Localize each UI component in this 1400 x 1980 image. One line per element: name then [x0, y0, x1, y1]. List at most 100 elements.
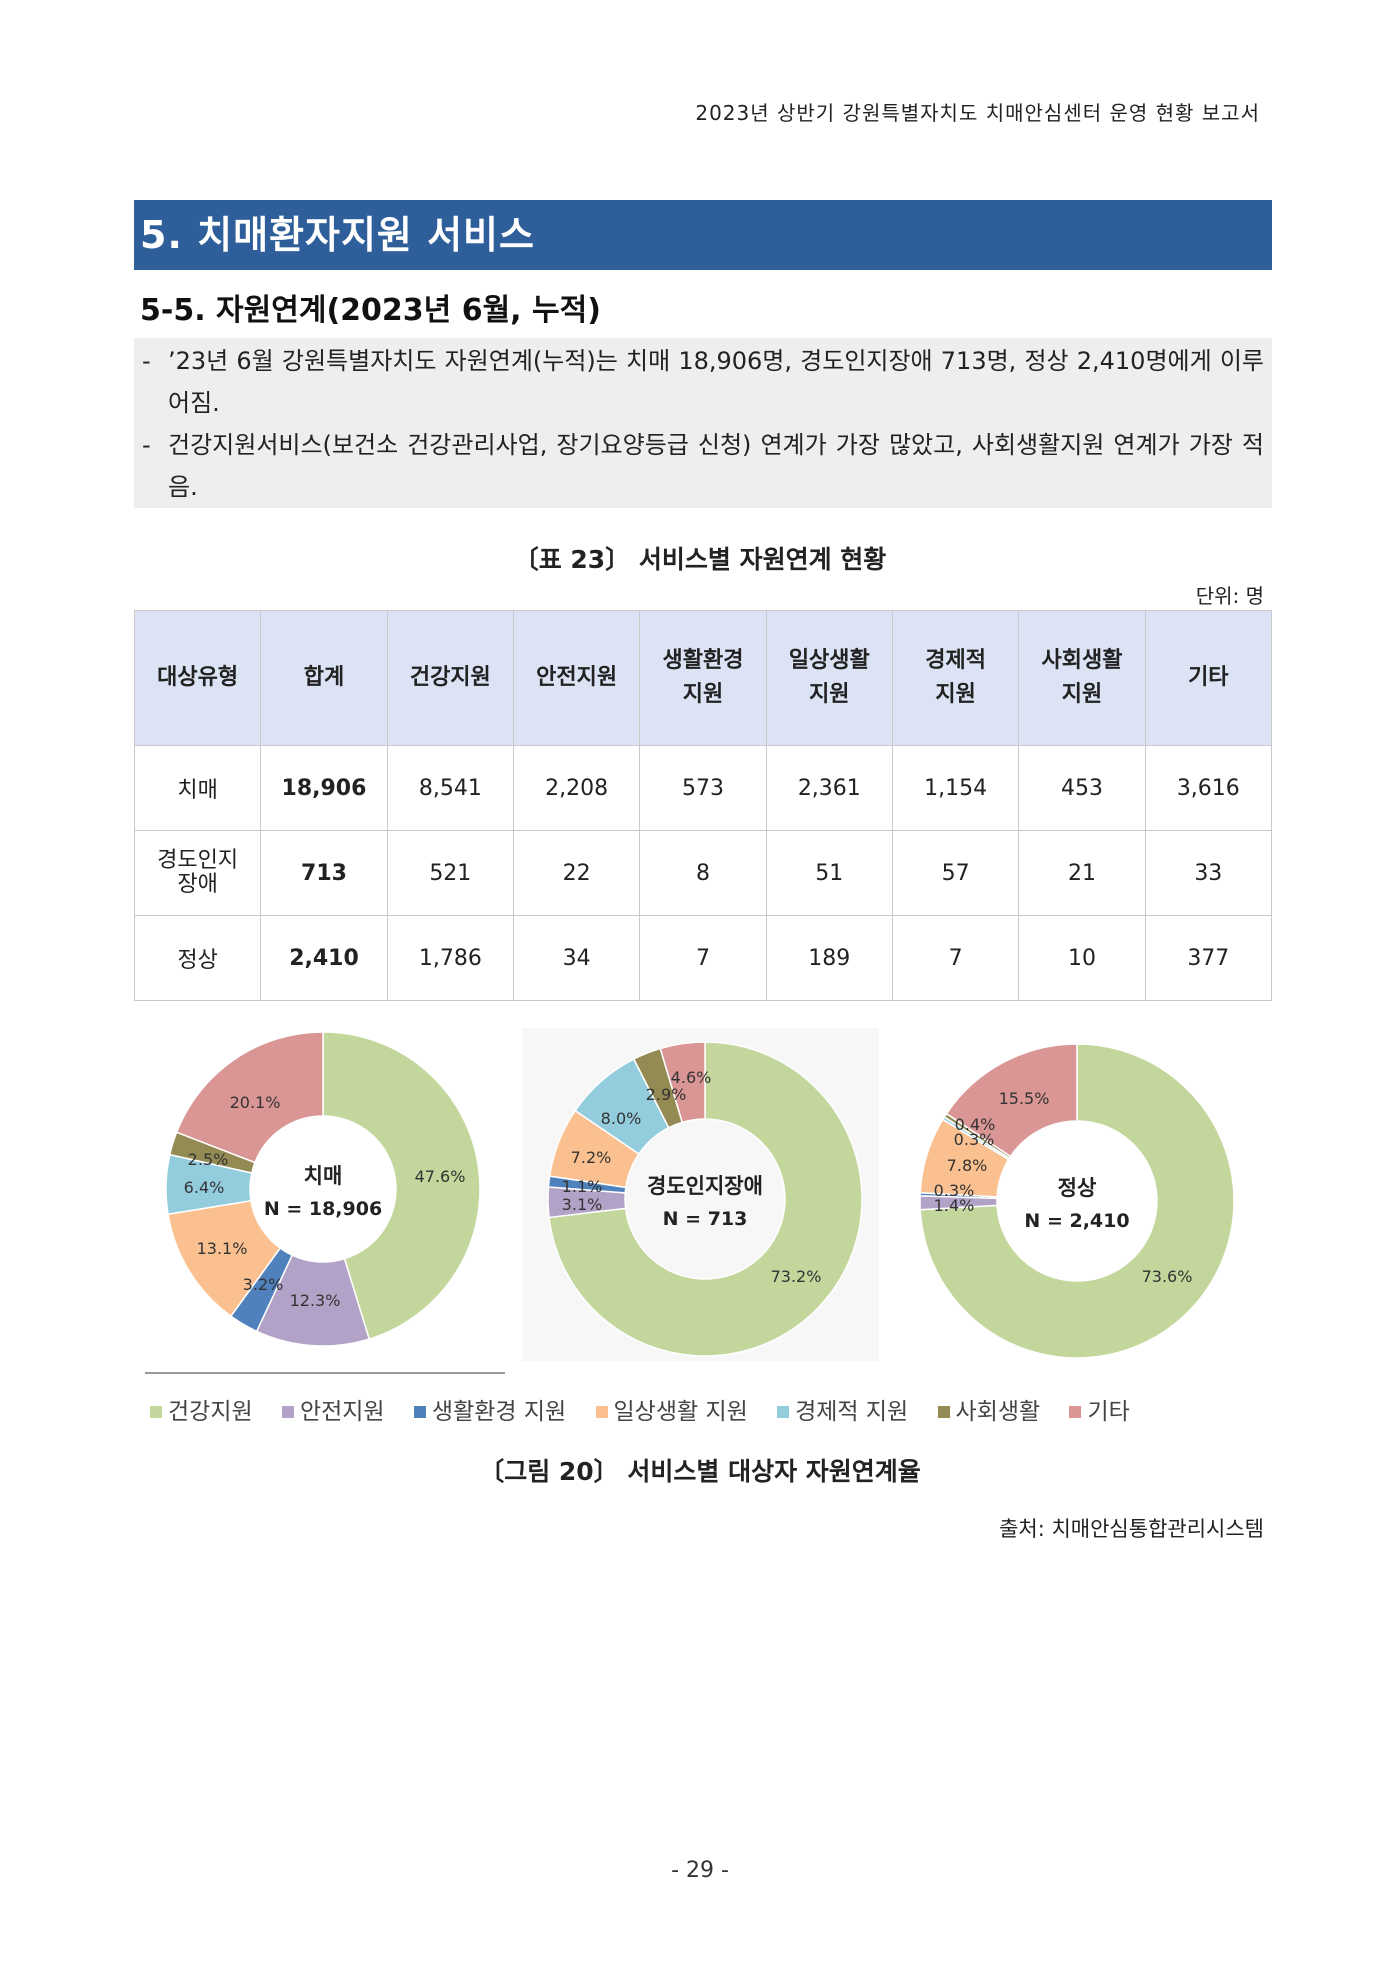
- legend-item: 일상생활 지원: [595, 1392, 748, 1426]
- report-header-title: 2023년 상반기 강원특별자치도 치매안심센터 운영 현황 보고서: [695, 101, 1260, 125]
- slice-label: 0.4%: [955, 1115, 996, 1134]
- donut-center-title: 정상: [1058, 1176, 1097, 1200]
- header-cell: 사회생활 지원: [1018, 610, 1146, 746]
- total-cell: 713: [260, 830, 388, 916]
- legend-item: 사회생활: [937, 1392, 1040, 1426]
- source-note: 출처: 치매안심통합관리시스템: [999, 1517, 1264, 1541]
- donut-slice: [659, 1041, 706, 1124]
- legend-item: 생활환경 지원: [413, 1392, 566, 1426]
- slice-label: 2.5%: [188, 1150, 229, 1169]
- chart-legend: 건강지원 안전지원 생활환경 지원 일상생활 지원 경제적 지원 사회생활 기타: [150, 1392, 1152, 1426]
- summary-text-2: 건강지원서비스(보건소 건강관리사업, 장기요양등급 신청) 연계가 가장 많았…: [168, 431, 1264, 501]
- legend-item: 안전지원: [281, 1392, 385, 1426]
- legend-divider: [145, 1372, 505, 1374]
- slice-label: 20.1%: [230, 1093, 281, 1112]
- donut-center-count: N = 2,410: [1024, 1210, 1129, 1232]
- donut-slice: [945, 1043, 1078, 1158]
- table-cell: 10: [1018, 915, 1146, 1001]
- donut-slice: [322, 1031, 481, 1340]
- table-cell: 1,154: [891, 745, 1020, 831]
- subsection-title: 5-5. 자원연계(2023년 6월, 누적): [140, 293, 601, 328]
- total-cell: 2,410: [260, 915, 388, 1001]
- header-cell: 대상유형: [133, 610, 262, 746]
- section-title: 5. 치매환자지원 서비스: [140, 213, 535, 257]
- slice-label: 3.1%: [562, 1195, 603, 1214]
- donut-center-count: N = 18,906: [264, 1198, 382, 1220]
- slice-label: 6.4%: [184, 1178, 225, 1197]
- section-title-bar: [134, 200, 1272, 270]
- legend-swatch: [1069, 1406, 1082, 1418]
- donut-slice: [175, 1031, 324, 1164]
- slice-label: 15.5%: [999, 1089, 1050, 1108]
- table-cell: 8,541: [386, 745, 514, 831]
- figure-caption: 〔그림 20〕 서비스별 대상자 자원연계율: [479, 1457, 921, 1486]
- header-cell: 안전지원: [512, 610, 641, 746]
- donut-center-title: 경도인지장애: [647, 1174, 763, 1198]
- slice-label: 47.6%: [415, 1167, 466, 1186]
- slice-label: 7.2%: [571, 1148, 612, 1167]
- row-label: 경도인지 장애: [133, 830, 262, 916]
- slice-label: 13.1%: [197, 1239, 248, 1258]
- total-cell: 18,906: [260, 745, 388, 831]
- table-header-row: 대상유형 합계 건강지원 안전지원 생활환경 지원 일상생활 지원 경제적 지원 사회…: [133, 610, 1273, 746]
- table-cell: 7: [639, 915, 767, 1001]
- slice-label: 7.8%: [947, 1156, 988, 1175]
- bullet-dash: -: [142, 431, 151, 459]
- legend-swatch: [595, 1406, 608, 1418]
- table-cell: 33: [1144, 830, 1273, 916]
- slice-label: 0.3%: [954, 1130, 995, 1149]
- row-label: 치매: [133, 745, 262, 831]
- table-cell: 573: [639, 745, 767, 831]
- table-row: 경도인지 장애 713 521 22 8 51 57 21 33: [133, 830, 1273, 916]
- legend-item: 건강지원: [150, 1392, 253, 1426]
- row-label: 정상: [133, 915, 262, 1001]
- header-cell: 일상생활 지원: [765, 610, 893, 746]
- header-cell: 생활환경 지원: [639, 610, 767, 746]
- donut-slice: [919, 1043, 1235, 1359]
- legend-swatch: [281, 1406, 294, 1418]
- slice-label: 1.4%: [934, 1196, 975, 1215]
- slice-label: 12.3%: [290, 1291, 341, 1310]
- slice-label: 8.0%: [601, 1109, 642, 1128]
- slice-label: 1.1%: [562, 1177, 603, 1196]
- table-cell: 521: [386, 830, 514, 916]
- header-cell: 건강지원: [386, 610, 514, 746]
- page-number: - 29 -: [671, 1858, 729, 1883]
- legend-swatch: [937, 1406, 950, 1418]
- legend-item: 기타: [1069, 1392, 1130, 1426]
- slice-label: 73.6%: [1142, 1267, 1193, 1286]
- table-caption: 〔표 23〕 서비스별 자원연계 현황: [513, 545, 887, 574]
- slice-label: 4.6%: [671, 1068, 712, 1087]
- table-cell: 7: [891, 915, 1020, 1001]
- table-cell: 377: [1144, 915, 1273, 1001]
- bullet-dash: -: [142, 347, 151, 375]
- legend-item: 경제적 지원: [777, 1392, 908, 1426]
- header-cell: 합계: [260, 610, 388, 746]
- donut-center-title: 치매: [304, 1164, 343, 1188]
- table-cell: 51: [765, 830, 893, 916]
- summary-text-1: ’23년 6월 강원특별자치도 자원연계(누적)는 치매 18,906명, 경도…: [168, 347, 1264, 417]
- table-cell: 189: [765, 915, 893, 1001]
- donut-center-count: N = 713: [663, 1208, 748, 1230]
- summary-bullet-2: - 건강지원서비스(보건소 건강관리사업, 장기요양등급 신청) 연계가 가장 …: [142, 424, 1264, 508]
- slice-label: 2.9%: [646, 1085, 687, 1104]
- table-cell: 34: [512, 915, 641, 1001]
- table-cell: 22: [512, 830, 641, 916]
- slice-label: 73.2%: [771, 1267, 822, 1286]
- slice-label: 0.3%: [934, 1181, 975, 1200]
- resource-link-table: 대상유형 합계 건강지원 안전지원 생활환경 지원 일상생활 지원 경제적 지원 사회…: [133, 610, 1273, 1001]
- summary-box: [134, 338, 1272, 508]
- legend-swatch: [777, 1406, 790, 1418]
- header-cell: 기타: [1144, 610, 1273, 746]
- legend-swatch: [413, 1406, 426, 1418]
- legend-swatch: [150, 1406, 162, 1418]
- summary-bullet-1: - ’23년 6월 강원특별자치도 자원연계(누적)는 치매 18,906명, …: [142, 340, 1264, 424]
- table-unit: 단위: 명: [1195, 584, 1264, 608]
- table-cell: 8: [639, 830, 767, 916]
- slice-label: 3.2%: [243, 1275, 284, 1294]
- table-cell: 2,361: [765, 745, 893, 831]
- table-cell: 21: [1018, 830, 1146, 916]
- donut-slice: [548, 1041, 863, 1357]
- header-cell: 경제적 지원: [891, 610, 1020, 746]
